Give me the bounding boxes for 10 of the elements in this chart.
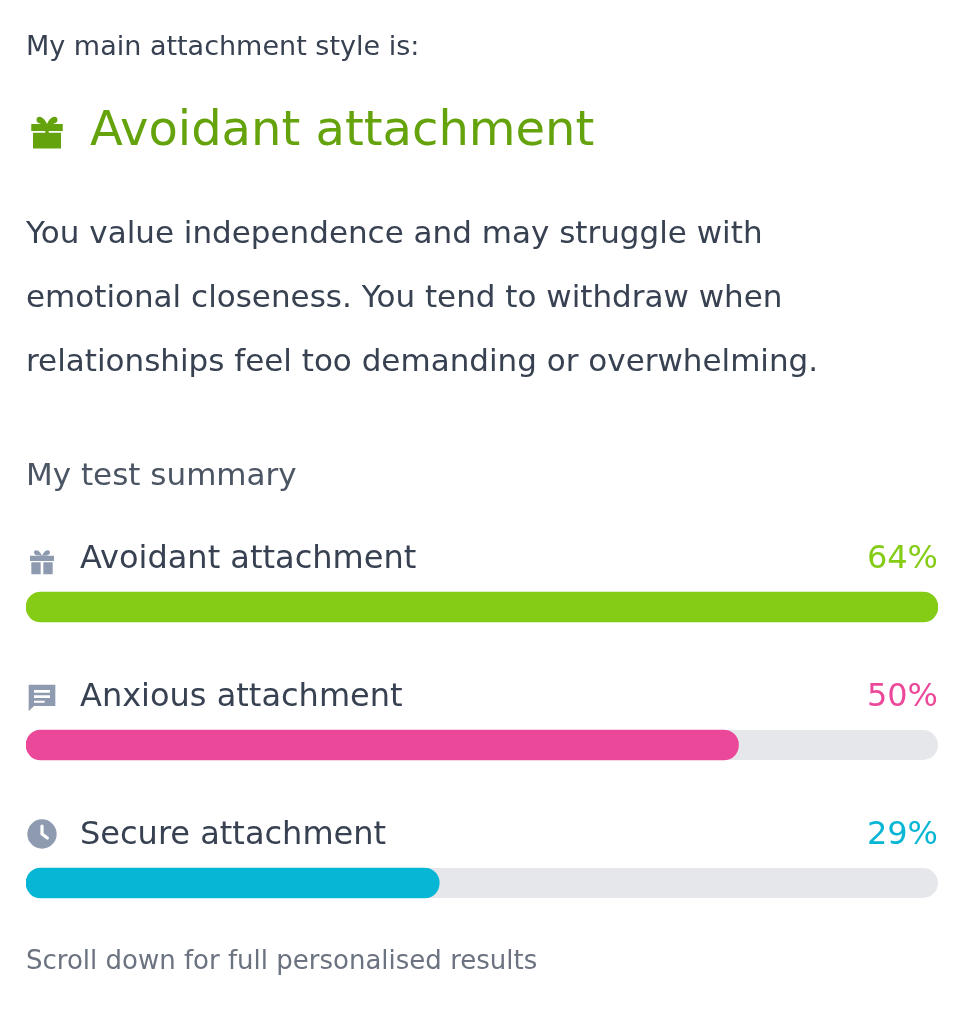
y-tick-label: Avoidant attachment [80, 538, 417, 577]
annotation: My test summary [26, 456, 297, 492]
y-tick-label: Secure attachment [80, 814, 387, 853]
data-label: 64% [866, 538, 938, 577]
y-tick-label: Anxious attachment [80, 676, 403, 715]
data-label: 29% [866, 814, 938, 853]
text: Scroll down for full personalised results [26, 945, 538, 975]
data-label: 50% [866, 676, 938, 715]
text: You value independence and may struggle with emotional closeness. You tend to withdraw when relationships feel too demanding or overwhelming. [26, 213, 820, 380]
chart-subtitle: My main attachment style is: [26, 30, 420, 61]
